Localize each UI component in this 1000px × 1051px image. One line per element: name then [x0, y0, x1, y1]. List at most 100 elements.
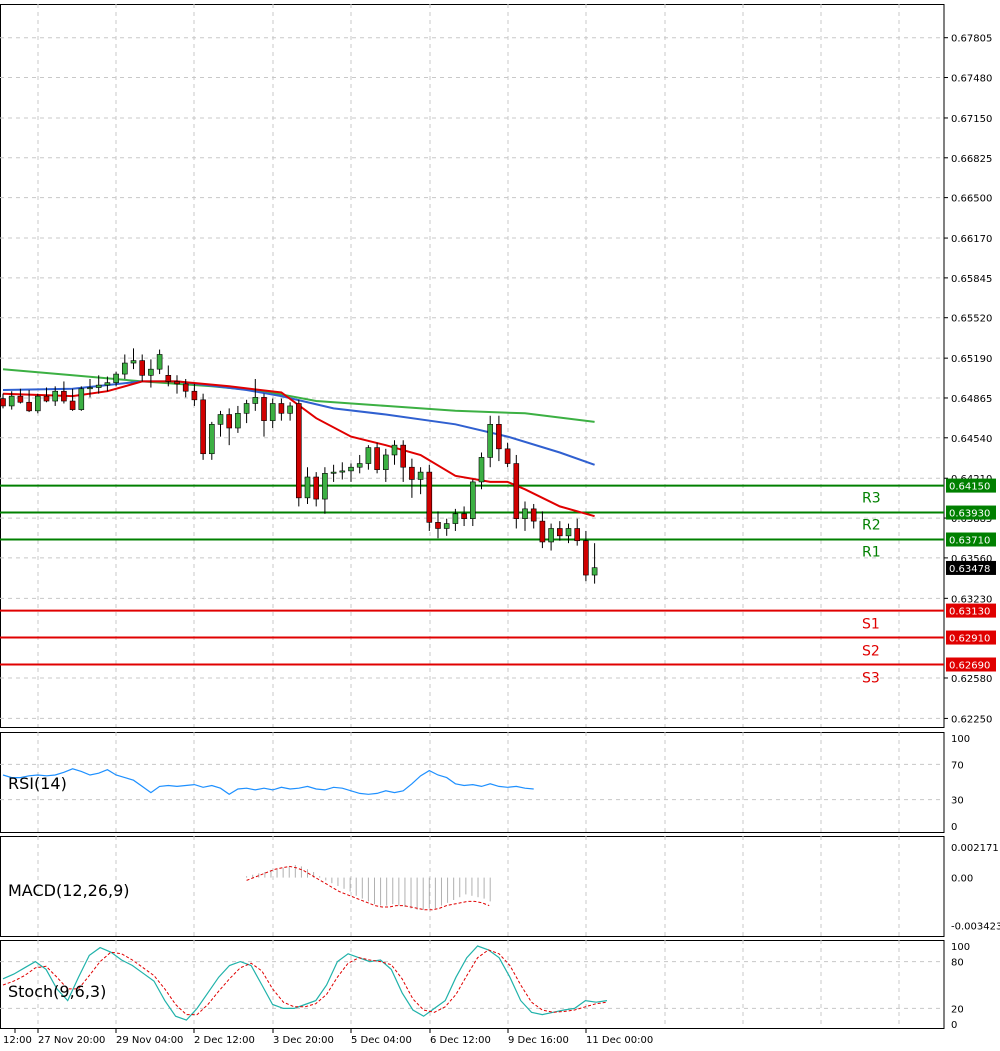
stoch-label: Stoch(9,6,3): [8, 982, 106, 1001]
candle-body: [17, 395, 24, 403]
candle-body: [374, 447, 380, 470]
candle-body: [209, 424, 215, 455]
candle-body: [391, 444, 398, 456]
candle-body: [356, 463, 363, 468]
candle-body: [304, 476, 311, 499]
level-label-r1: R1: [862, 545, 881, 561]
candle-body: [165, 375, 172, 382]
macd-signal-line: [246, 865, 490, 911]
level-tag-bg: [946, 657, 996, 672]
macd-tick-label: 0.002171: [951, 843, 999, 854]
candle-body: [539, 520, 546, 543]
candle-body: [530, 508, 537, 522]
macd-label: MACD(12,26,9): [8, 881, 130, 900]
price-panel-frame: [0, 4, 945, 728]
candle-body: [156, 354, 163, 370]
level-tag: 0.63930: [949, 509, 990, 520]
level-label-r3: R3: [862, 491, 881, 507]
candle-body: [43, 395, 50, 402]
level-label-s2: S2: [862, 644, 880, 660]
level-tag: 0.64150: [949, 482, 990, 493]
moving-average-fast: [2, 380, 595, 518]
price-tick-label: 0.62250: [951, 714, 992, 725]
candle-body: [269, 403, 276, 421]
time-axis: 12:00 27 Nov 20:00 29 Nov 04:00 2 Dec 12:00…: [3, 1028, 653, 1046]
candle-body: [278, 403, 285, 414]
candle-body: [8, 395, 15, 407]
candle-body: [426, 471, 433, 523]
price-tick-label: 0.64865: [951, 394, 992, 405]
price-tick-label: 0.64540: [951, 434, 992, 445]
price-panel[interactable]: 0.67805 0.67480 0.67150 0.66825 0.66500 0.661…: [0, 4, 996, 728]
stoch-tick-label: 0: [951, 1020, 957, 1031]
level-tag: 0.63710: [949, 536, 990, 547]
price-tick-label: 0.66170: [951, 234, 992, 245]
candle-body: [34, 395, 41, 412]
price-tick-label: 0.65520: [951, 314, 992, 325]
candle-body: [469, 481, 476, 519]
level-tag-bg: [946, 505, 996, 520]
price-tick-label: 0.63885: [951, 514, 992, 525]
level-label-s3: S3: [862, 671, 880, 687]
candle-body: [574, 528, 581, 542]
candle-body: [348, 466, 354, 472]
price-tick-label: 0.67805: [951, 34, 992, 45]
candle-body: [87, 387, 93, 390]
rsi-line: [2, 768, 534, 796]
candle-body: [417, 471, 424, 480]
macd-panel-frame: [0, 836, 945, 937]
candle-body: [313, 476, 320, 500]
moving-average-mid: [2, 380, 595, 466]
candle-body: [565, 528, 572, 537]
rsi-panel[interactable]: 100 70 30 0 RSI(14): [0, 732, 970, 833]
stoch-panel-frame: [0, 940, 945, 1029]
candle-body: [443, 523, 450, 529]
candle-body: [95, 384, 102, 388]
price-tick-label: 0.63560: [951, 554, 992, 565]
price-tick-label: 0.63230: [951, 594, 992, 605]
candle-body: [382, 454, 389, 470]
candle-body: [591, 567, 598, 576]
candle-body: [365, 447, 372, 464]
rsi-tick-label: 70: [951, 760, 964, 771]
candle-body: [295, 403, 302, 499]
candle-body: [104, 382, 111, 386]
candle-body: [261, 397, 267, 421]
time-tick-label: 11 Dec 00:00: [586, 1035, 653, 1046]
level-tag: 0.62910: [949, 634, 990, 645]
level-tag-bg: [946, 532, 996, 547]
candle-body: [583, 540, 589, 576]
time-tick-label: 6 Dec 12:00: [430, 1035, 491, 1046]
candle-body: [78, 388, 85, 410]
candle-body: [139, 360, 145, 376]
candle-body: [435, 522, 441, 529]
candle-body: [513, 463, 520, 519]
time-tick-label: 27 Nov 20:00: [38, 1035, 105, 1046]
candle-body: [182, 383, 189, 392]
candle-body: [26, 401, 32, 412]
time-tick-label: 5 Dec 04:00: [351, 1035, 412, 1046]
candle-body: [235, 412, 241, 429]
candle-body: [130, 360, 137, 364]
candle-body: [0, 398, 6, 407]
stoch-panel[interactable]: 100 80 20 0 Stoch(9,6,3): [0, 940, 970, 1031]
time-tick-label: 3 Dec 20:00: [273, 1035, 334, 1046]
candle-body: [287, 405, 293, 414]
time-tick-label: 12:00: [3, 1035, 32, 1046]
level-label-r2: R2: [862, 518, 881, 534]
candle-body: [461, 513, 467, 519]
candle-body: [252, 397, 259, 404]
candle-body: [504, 448, 511, 464]
price-tick-label: 0.66500: [951, 194, 992, 205]
price-tick-label: 0.66825: [951, 154, 992, 165]
candle-body: [52, 390, 59, 402]
macd-panel[interactable]: 0.002171 0.00 -0.003423 MACD(12,26,9): [0, 836, 1000, 937]
time-tick-label: 2 Dec 12:00: [194, 1035, 255, 1046]
candle-body: [478, 457, 485, 483]
candle-body: [452, 513, 459, 524]
candle-body: [487, 424, 494, 458]
current-price-tag-bg: [946, 560, 996, 575]
stoch-main-line: [2, 945, 608, 1021]
stoch-tick-label: 20: [951, 1004, 964, 1015]
time-tick-label: 9 Dec 16:00: [508, 1035, 569, 1046]
